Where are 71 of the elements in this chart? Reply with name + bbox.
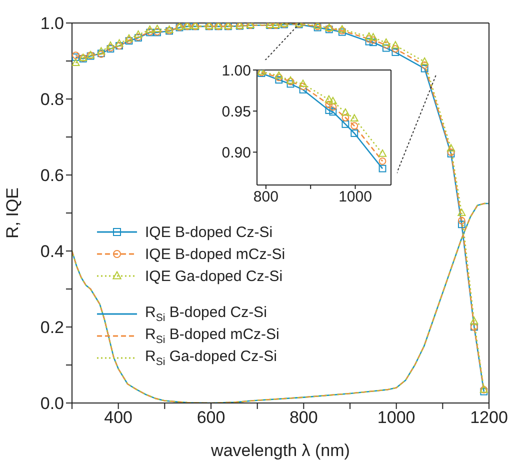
point <box>329 103 337 111</box>
x-tick-label: 1000 <box>377 408 416 428</box>
point <box>115 39 124 47</box>
point <box>420 57 429 65</box>
legend-label: IQE Ga-doped Cz-Si <box>145 268 283 284</box>
point <box>458 220 466 228</box>
point <box>369 36 377 44</box>
point <box>72 58 80 66</box>
point <box>286 80 294 88</box>
point <box>378 149 387 157</box>
point <box>365 35 373 43</box>
point <box>350 130 358 137</box>
x-tick-label: 1000 <box>338 188 372 206</box>
point <box>275 74 283 82</box>
x-tick-label: 600 <box>196 408 226 428</box>
legend-label: R$_{Si}$ Ga-doped Cz-Si <box>145 348 277 368</box>
y-tick-label: 0.4 <box>40 242 64 262</box>
point <box>392 45 400 53</box>
point <box>97 47 106 55</box>
point <box>365 38 373 46</box>
point <box>298 80 308 88</box>
point <box>275 76 283 84</box>
legend-label: R$_{Si}$ B-doped mCz-Si <box>145 326 280 346</box>
y-tick-label: 0.90 <box>222 144 251 162</box>
point <box>391 41 400 48</box>
point <box>470 316 478 324</box>
y-tick-label: 0.6 <box>40 166 64 186</box>
legend-label: IQE B-doped Cz-Si <box>145 224 273 240</box>
point <box>329 108 337 116</box>
point <box>420 64 428 72</box>
point <box>153 24 162 32</box>
point <box>369 33 378 40</box>
point <box>350 114 358 122</box>
point <box>378 164 386 172</box>
point <box>382 38 390 46</box>
y-tick-label: 0.2 <box>40 318 64 338</box>
point <box>299 82 307 90</box>
point <box>364 32 374 40</box>
point <box>420 61 428 69</box>
point <box>341 108 350 116</box>
point <box>328 96 337 104</box>
x-tick-label: 400 <box>104 408 133 428</box>
y-tick-label: 1.00 <box>222 62 251 80</box>
point <box>458 216 466 224</box>
y-tick-label: 0.0 <box>40 394 64 414</box>
point <box>324 95 333 103</box>
point <box>342 114 350 122</box>
x-tick-label: 800 <box>253 188 278 206</box>
x-tick-label: 800 <box>289 408 318 428</box>
point <box>134 30 142 38</box>
x-tick-label: 1200 <box>470 408 508 428</box>
y-tick-label: 0.8 <box>40 90 64 110</box>
point <box>382 44 390 52</box>
point <box>378 157 386 165</box>
point <box>458 208 466 216</box>
point <box>446 144 456 152</box>
y-axis-title: R, IQE <box>3 187 22 239</box>
point <box>342 120 350 128</box>
legend-label: R$_{Si}$ B-doped Cz-Si <box>145 304 267 324</box>
point <box>392 48 400 56</box>
point <box>325 100 333 108</box>
point <box>146 26 154 33</box>
point <box>274 71 283 79</box>
point <box>325 106 333 114</box>
y-tick-label: 1.0 <box>40 14 64 34</box>
point <box>350 122 358 130</box>
point <box>106 41 114 49</box>
legend-label: IQE B-doped mCz-Si <box>145 246 286 262</box>
point <box>382 41 390 49</box>
x-axis-title: wavelength λ (nm) <box>210 441 350 460</box>
y-tick-label: 0.95 <box>222 103 251 120</box>
